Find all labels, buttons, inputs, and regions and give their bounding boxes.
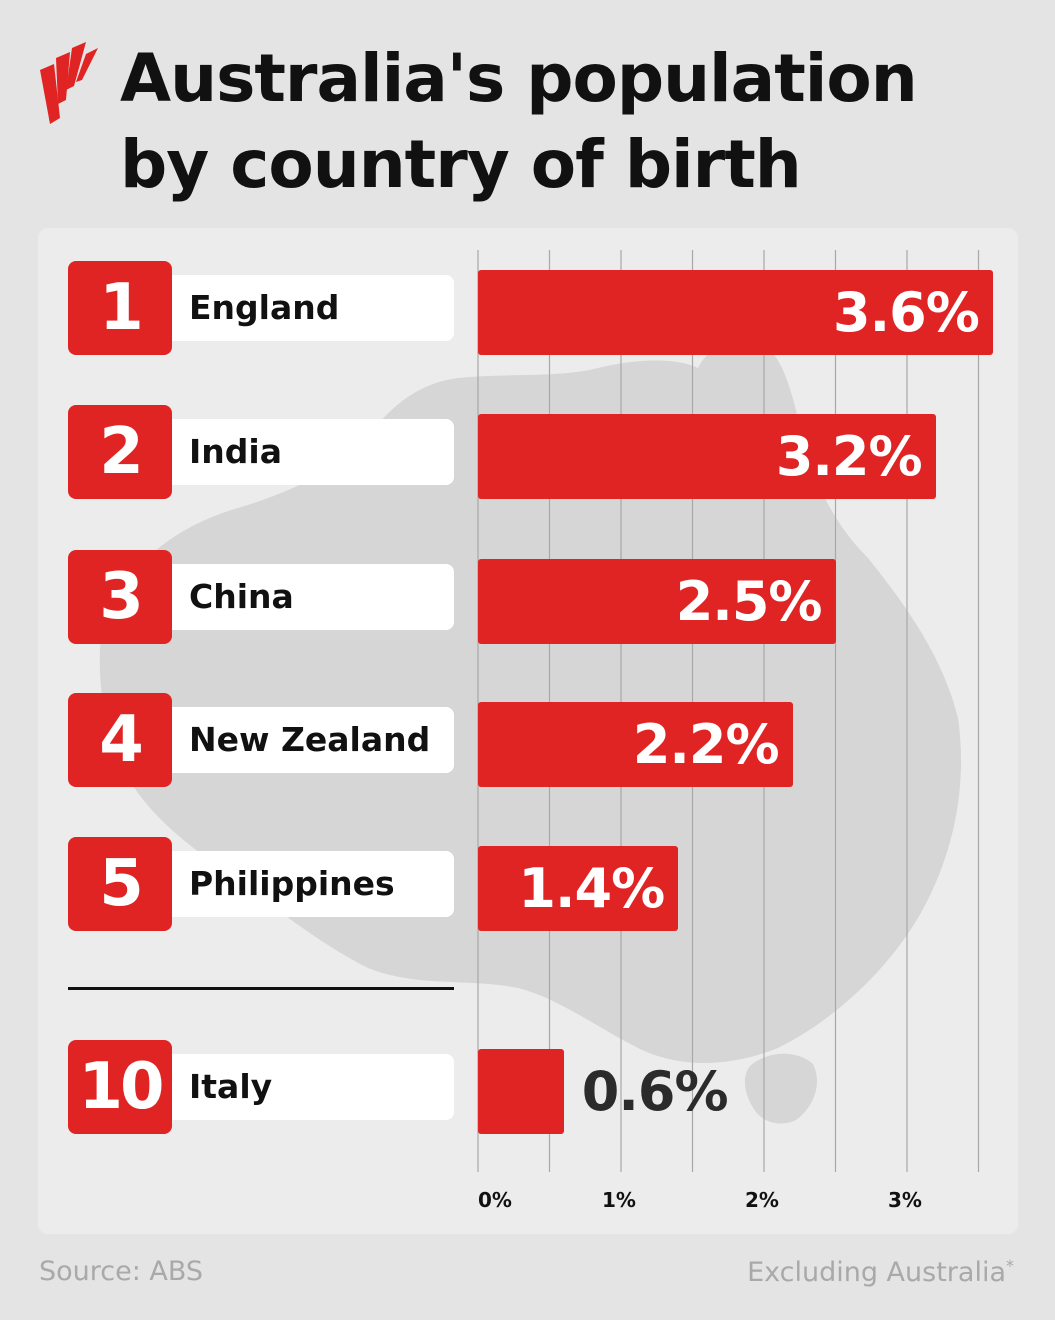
country-label: India xyxy=(189,432,282,471)
data-label: 0.6% xyxy=(581,1060,729,1123)
chart-grid xyxy=(477,250,980,1172)
country-label: England xyxy=(189,288,340,327)
data-bar xyxy=(478,414,936,499)
separator-line xyxy=(68,987,454,990)
data-label: 1.4% xyxy=(518,857,665,920)
x-tick-label: 1% xyxy=(602,1188,636,1212)
rank-badge: 1 xyxy=(68,261,172,355)
data-bar xyxy=(478,270,993,355)
source-note: Source: ABS xyxy=(39,1256,204,1287)
data-label: 2.2% xyxy=(632,713,780,776)
rank-badge: 4 xyxy=(68,693,172,787)
exclusion-note-mark: * xyxy=(1006,1256,1014,1275)
x-tick-label: 2% xyxy=(745,1188,779,1212)
country-label-box: New Zealand xyxy=(172,707,454,773)
country-label: Italy xyxy=(189,1067,273,1106)
x-tick-label: 3% xyxy=(888,1188,922,1212)
data-label: 2.5% xyxy=(675,570,823,633)
country-label: China xyxy=(189,577,294,616)
page-title: Australia's population by country of bir… xyxy=(120,40,918,203)
x-tick-label: 0% xyxy=(478,1188,512,1212)
data-bar xyxy=(478,559,836,644)
country-label-box: Philippines xyxy=(172,851,454,917)
data-bar xyxy=(478,702,793,787)
rank-badge: 10 xyxy=(68,1040,172,1134)
country-label-box: India xyxy=(172,419,454,485)
chart-panel: 1 England 2 India 3 China 4 New Zealand … xyxy=(38,228,1018,1234)
exclusion-note-text: Excluding Australia xyxy=(747,1257,1006,1288)
country-label: New Zealand xyxy=(189,720,431,759)
country-label-box: Italy xyxy=(172,1054,454,1120)
data-label: 3.6% xyxy=(833,281,980,344)
rank-badge: 2 xyxy=(68,405,172,499)
country-label: Philippines xyxy=(189,864,395,903)
rank-badge: 5 xyxy=(68,837,172,931)
data-label: 3.2% xyxy=(775,425,923,488)
data-bar xyxy=(478,846,679,931)
data-bar xyxy=(478,1049,564,1134)
country-label-box: China xyxy=(172,564,454,630)
country-label-box: England xyxy=(172,275,454,341)
sbs-logo-icon xyxy=(40,42,98,124)
rank-badge: 3 xyxy=(68,550,172,644)
exclusion-note: Excluding Australia* xyxy=(747,1256,1014,1288)
